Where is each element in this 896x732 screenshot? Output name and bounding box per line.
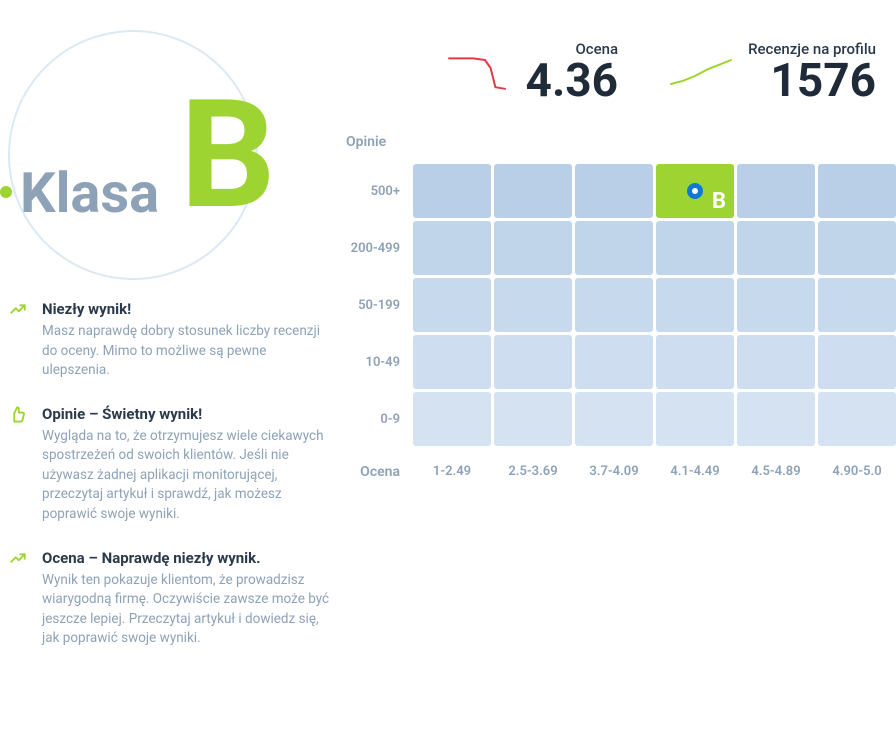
- heatmap-cell: [413, 335, 491, 389]
- heatmap-row-label: 10-49: [340, 355, 410, 370]
- heatmap-y-axis-label: Opinie: [346, 134, 896, 150]
- heatmap-cell: [494, 335, 572, 389]
- metric-rating: Ocena 4.36: [446, 40, 619, 104]
- heatmap-row-label: 500+: [340, 184, 410, 199]
- heatmap-col-label: 4.1-4.49: [656, 464, 734, 480]
- metric-reviews-value: 1576: [748, 58, 876, 104]
- heatmap-cell: [737, 164, 815, 218]
- heatmap-cell: [413, 164, 491, 218]
- insight-item: Niezły wynik! Masz naprawdę dobry stosune…: [8, 300, 340, 381]
- metrics-row: Ocena 4.36 Recenzje na profilu 1576: [340, 40, 896, 104]
- trend-up-icon: [8, 549, 28, 569]
- heatmap-col-label: 4.5-4.89: [737, 464, 815, 480]
- heatmap-cell: [494, 221, 572, 275]
- heatmap-cell: [575, 164, 653, 218]
- heatmap-cell: [656, 278, 734, 332]
- insights-list: Niezły wynik! Masz naprawdę dobry stosune…: [0, 300, 340, 649]
- heatmap-cell: [494, 164, 572, 218]
- insight-title: Niezły wynik!: [42, 300, 330, 318]
- heatmap-cell: [413, 392, 491, 446]
- metric-rating-value: 4.36: [526, 58, 619, 104]
- heatmap-cell: [737, 221, 815, 275]
- insight-title: Ocena – Naprawdę niezły wynik.: [42, 549, 330, 567]
- heatmap-cell: [656, 221, 734, 275]
- heatmap-cell: [494, 392, 572, 446]
- heatmap-col-label: 3.7-4.09: [575, 464, 653, 480]
- heatmap-active-letter: B: [712, 189, 726, 214]
- heatmap-cell: [575, 392, 653, 446]
- heatmap-col-label: 2.5-3.69: [494, 464, 572, 480]
- grade-label: Klasa: [20, 160, 159, 226]
- insight-item: Ocena – Naprawdę niezły wynik. Wynik ten …: [8, 549, 340, 649]
- rating-sparkline: [446, 52, 516, 92]
- heatmap-cell: [818, 221, 896, 275]
- trend-up-icon: [8, 300, 28, 320]
- heatmap-cell: [413, 221, 491, 275]
- heatmap-cell: [575, 335, 653, 389]
- insight-title: Opinie – Świetny wynik!: [42, 405, 330, 423]
- insight-item: Opinie – Świetny wynik! Wygląda na to, że…: [8, 405, 340, 525]
- heatmap-cell: [737, 335, 815, 389]
- heatmap-cell: [818, 278, 896, 332]
- heatmap-row-label: 200-499: [340, 241, 410, 256]
- heatmap-cell: B: [656, 164, 734, 218]
- grade-badge: Klasa B: [0, 30, 300, 270]
- insight-text: Wynik ten pokazuje klientom, że prowadzi…: [42, 571, 330, 649]
- insight-text: Masz naprawdę dobry stosunek liczby rece…: [42, 322, 330, 381]
- heatmap-cell: [818, 335, 896, 389]
- heatmap-x-axis-label: Ocena: [340, 464, 410, 480]
- heatmap-cell: [413, 278, 491, 332]
- grade-letter: B: [180, 80, 276, 230]
- heatmap-cell: [656, 335, 734, 389]
- heatmap-cell: [818, 164, 896, 218]
- heatmap-cell: [818, 392, 896, 446]
- heatmap-active-marker: [687, 183, 703, 199]
- reviews-sparkline: [668, 52, 738, 92]
- heatmap-row-label: 0-9: [340, 412, 410, 427]
- heatmap-row-label: 50-199: [340, 298, 410, 313]
- thumbs-up-icon: [8, 405, 28, 425]
- heatmap-cell: [575, 278, 653, 332]
- heatmap: Opinie 500+ B 200-499 50-199 10-49 0-9 Ocena1…: [340, 134, 896, 480]
- heatmap-cell: [575, 221, 653, 275]
- insight-text: Wygląda na to, że otrzymujesz wiele ciek…: [42, 427, 330, 525]
- heatmap-cell: [494, 278, 572, 332]
- heatmap-col-label: 4.90-5.0: [818, 464, 896, 480]
- heatmap-col-label: 1-2.49: [413, 464, 491, 480]
- heatmap-cell: [656, 392, 734, 446]
- metric-reviews: Recenzje na profilu 1576: [668, 40, 876, 104]
- heatmap-cell: [737, 278, 815, 332]
- heatmap-cell: [737, 392, 815, 446]
- grade-dot: [0, 186, 12, 198]
